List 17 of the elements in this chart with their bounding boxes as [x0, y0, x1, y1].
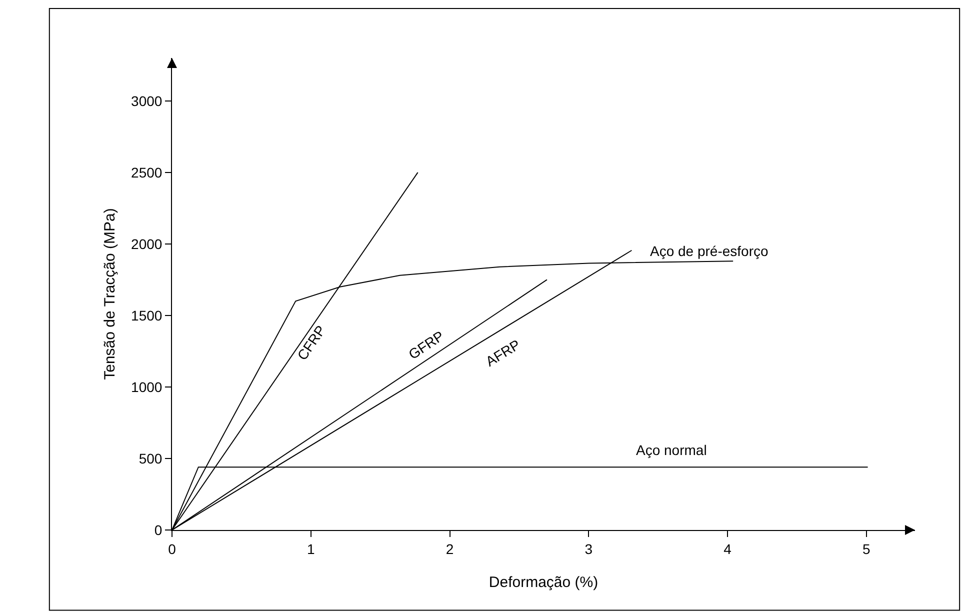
- series-label: Aço normal: [636, 442, 707, 458]
- x-axis-title: Deformação (%): [488, 574, 598, 591]
- y-axis-title: Tensão de Tracção (MPa): [101, 208, 118, 380]
- y-tick-label: 500: [138, 450, 162, 466]
- x-tick-label: 0: [168, 540, 176, 557]
- x-tick-label: 2: [446, 540, 454, 557]
- y-tick-label: 2000: [131, 236, 162, 252]
- y-tick-label: 3000: [131, 92, 162, 109]
- x-tick-label: 3: [584, 540, 593, 557]
- x-tick-label: 5: [862, 540, 870, 557]
- y-tick-label: 1000: [131, 378, 162, 395]
- y-tick-label: 2500: [131, 164, 162, 180]
- x-tick-label: 4: [724, 540, 732, 557]
- series-label: Aço de pré-esforço: [650, 243, 768, 259]
- y-tick-label: 0: [154, 522, 162, 538]
- y-tick-label: 1500: [131, 307, 162, 324]
- x-tick-label: 1: [306, 540, 315, 557]
